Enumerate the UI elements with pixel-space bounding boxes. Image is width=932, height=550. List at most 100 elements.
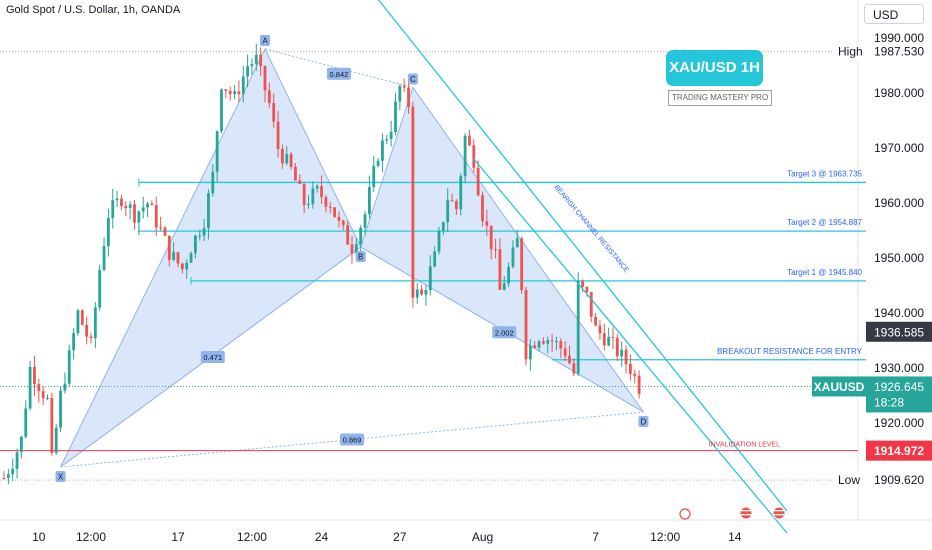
ratio-badge bbox=[492, 326, 517, 339]
ratio-label: 0.842 bbox=[330, 70, 349, 79]
candle-body bbox=[124, 205, 128, 209]
candle-body bbox=[424, 289, 428, 295]
point-b-marker bbox=[355, 251, 366, 262]
candle-body bbox=[302, 183, 306, 205]
candle-body bbox=[172, 252, 176, 260]
chart-title: Gold Spot / U.S. Dollar, 1h, OANDA bbox=[6, 4, 181, 16]
target-label-3: Target 3 @ 1963.735 bbox=[787, 169, 862, 178]
ratio-label: 2.002 bbox=[495, 328, 514, 337]
candle-body bbox=[455, 200, 458, 210]
candle-body bbox=[24, 408, 28, 437]
candle-body bbox=[237, 91, 241, 95]
channel-resistance-line bbox=[377, 0, 788, 512]
us-flag-icon-stripe bbox=[741, 510, 751, 512]
candle-body bbox=[67, 350, 71, 384]
us-flag-icon bbox=[772, 506, 786, 520]
time-tick-label: 17 bbox=[171, 530, 185, 544]
breakout-label: BREAKOUT RESISTANCE FOR ENTRY bbox=[717, 347, 863, 356]
point-c-label: C bbox=[410, 75, 416, 84]
candle-body bbox=[494, 249, 497, 251]
candle-body bbox=[533, 345, 537, 348]
candle-body bbox=[241, 76, 245, 95]
candle-body bbox=[80, 310, 84, 325]
price-tick-label: 1920.000 bbox=[874, 416, 924, 430]
candle-body bbox=[194, 235, 197, 254]
candle-body bbox=[381, 140, 384, 161]
last-price-label: 1936.585 bbox=[874, 325, 924, 339]
candle-body bbox=[420, 289, 423, 295]
price-tick-label: 1960.000 bbox=[874, 196, 924, 210]
point-a-marker bbox=[260, 35, 270, 46]
candle-body bbox=[285, 154, 289, 164]
point-d-marker bbox=[638, 416, 649, 427]
candle-body bbox=[33, 366, 36, 385]
candle-body bbox=[102, 246, 106, 270]
candle-body bbox=[233, 91, 236, 95]
candle-body bbox=[207, 193, 210, 229]
candle-body bbox=[315, 186, 319, 189]
point-x-label: X bbox=[58, 473, 64, 482]
candle-body bbox=[215, 131, 219, 172]
currency-selector[interactable]: USD bbox=[864, 4, 924, 24]
candle-body bbox=[224, 89, 228, 91]
candle-body bbox=[137, 211, 141, 223]
candle-body bbox=[555, 341, 558, 343]
candle-body bbox=[120, 198, 123, 206]
price-tick-label: 1990.000 bbox=[874, 31, 924, 45]
candle-body bbox=[346, 225, 350, 245]
candle-body bbox=[159, 227, 162, 229]
time-tick-label: 7 bbox=[592, 530, 599, 544]
high-price-label: 1987.530 bbox=[874, 45, 924, 59]
candle-body bbox=[468, 135, 471, 146]
candle-body bbox=[289, 154, 293, 167]
us-flag-icon-stripe bbox=[774, 510, 784, 512]
candle-body bbox=[298, 180, 302, 184]
time-tick-label: 14 bbox=[728, 530, 742, 544]
symbol-badge: XAU/USD 1H bbox=[666, 50, 763, 86]
candle-body bbox=[89, 336, 93, 338]
candle-body bbox=[111, 200, 115, 219]
candle-body bbox=[254, 54, 258, 65]
candle-body bbox=[563, 348, 567, 356]
countdown-label: 18:28 bbox=[874, 395, 904, 409]
candle-body bbox=[524, 289, 528, 360]
candle-body bbox=[633, 373, 637, 376]
price-tick-label: 1970.000 bbox=[874, 141, 924, 155]
price-axis[interactable]: 1990.000 1980.000 1970.000 1960.000 1950.000… bbox=[812, 31, 932, 490]
candle-body bbox=[476, 167, 480, 196]
candle-body bbox=[93, 307, 97, 338]
candle-body bbox=[141, 207, 145, 212]
candle-body bbox=[198, 235, 202, 237]
candle-body bbox=[511, 247, 515, 267]
event-icons[interactable] bbox=[679, 506, 786, 520]
candle-body bbox=[167, 235, 171, 260]
candle-body bbox=[407, 87, 410, 107]
candle-body bbox=[463, 135, 467, 177]
candle-body bbox=[2, 478, 6, 479]
invalidation-label: INVALIDATION LEVEL bbox=[709, 442, 780, 449]
candle-body bbox=[133, 204, 136, 223]
candle-body bbox=[542, 341, 545, 344]
pattern-bcd-triangle bbox=[360, 86, 644, 413]
candle-body bbox=[328, 206, 332, 208]
candle-body bbox=[637, 375, 641, 394]
point-c-marker bbox=[407, 73, 418, 85]
time-axis[interactable]: 10 12:00 17 12:00 24 27 Aug 7 12:00 14 bbox=[32, 530, 742, 544]
candle-body bbox=[489, 225, 493, 250]
candle-body bbox=[437, 230, 441, 252]
time-tick-label: 12:00 bbox=[237, 530, 267, 544]
candle-body bbox=[63, 383, 67, 391]
candle-body bbox=[624, 349, 628, 365]
candle-body bbox=[428, 266, 432, 290]
candle-body bbox=[37, 384, 41, 392]
candle-body bbox=[263, 66, 267, 91]
us-flag-icon-stripe bbox=[741, 514, 751, 516]
symbol-tag-label: XAUUSD bbox=[814, 380, 865, 394]
candle-body bbox=[6, 474, 10, 479]
candle-body bbox=[585, 286, 589, 292]
candle-body bbox=[220, 89, 223, 132]
point-d-label: D bbox=[641, 418, 647, 427]
current-price-box bbox=[866, 376, 932, 413]
channel-inner-line bbox=[473, 158, 788, 534]
